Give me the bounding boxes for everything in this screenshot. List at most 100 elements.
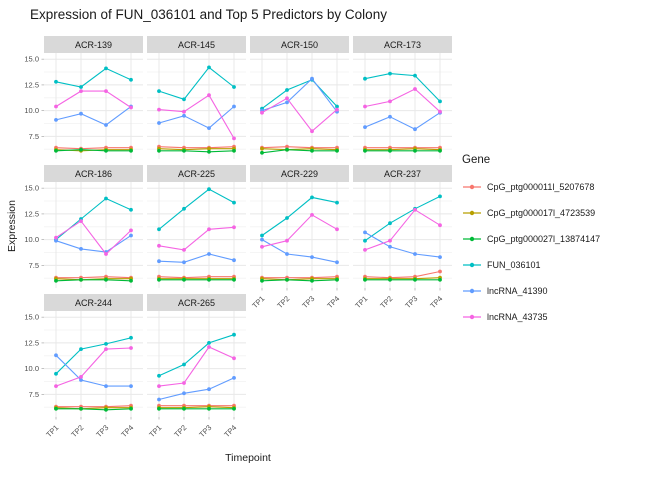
facet-panel: [44, 182, 143, 288]
series-line-lncRNA_43735: [364, 209, 441, 251]
facet-strip: [353, 165, 452, 182]
y-tick-label: 12.5: [24, 338, 39, 347]
data-point: [260, 233, 264, 238]
data-point: [104, 123, 108, 127]
series-line-FUN_036101: [261, 79, 338, 110]
data-point: [207, 341, 211, 345]
facet-title: ACR-145: [178, 40, 215, 50]
data-point: [79, 378, 83, 382]
data-point: [207, 93, 211, 98]
data-point: [79, 247, 83, 251]
series-line-CpG_ptg000011l_5207678: [158, 146, 235, 149]
legend-entry: CpG_ptg000011l_5207678: [462, 174, 667, 200]
series-line-FUN_036101: [261, 196, 338, 236]
data-point: [232, 148, 236, 153]
data-point: [54, 235, 58, 240]
legend-entry-label: CpG_ptg000017l_4723539: [487, 208, 596, 218]
data-point: [335, 104, 339, 109]
series-line-CpG_ptg000011l_5207678: [262, 276, 338, 279]
y-tick-label: 15.0: [24, 55, 39, 64]
data-point: [207, 406, 211, 411]
data-point: [388, 238, 392, 243]
legend-entry: CpG_ptg000027l_13874147: [462, 226, 667, 252]
data-point: [388, 148, 392, 153]
x-tick-label: TP3: [94, 423, 110, 439]
data-point: [182, 148, 186, 153]
facet-title: ACR-229: [281, 169, 318, 179]
legend-entry-label: lncRNA_41390: [487, 286, 548, 296]
series-line-FUN_036101: [364, 195, 441, 242]
data-point: [438, 255, 442, 259]
facet-ACR-244: ACR-244 7.5 10.0 12.5 15.0 TP1 TP2 TP3 TP4: [24, 294, 143, 439]
data-point: [129, 105, 133, 110]
data-point: [182, 109, 186, 114]
data-point: [207, 387, 211, 392]
data-point: [260, 278, 264, 283]
data-point: [285, 216, 289, 220]
data-point: [335, 227, 339, 232]
data-point: [79, 85, 83, 89]
data-point: [157, 406, 161, 411]
series-line-lncRNA_41390: [55, 354, 131, 387]
data-point: [129, 77, 133, 82]
facet-ACR-265: ACR-265 TP1 TP2 TP3 TP4: [147, 294, 246, 439]
data-point: [54, 384, 58, 388]
data-point: [129, 384, 133, 388]
data-point: [79, 89, 83, 93]
legend-title: Gene: [462, 154, 491, 166]
facet-strip: [250, 36, 349, 53]
series-line-CpG_ptg000017l_4723539: [158, 148, 234, 151]
data-point: [438, 277, 442, 282]
data-point: [232, 200, 236, 205]
series-line-CpG_ptg000017l_4723539: [365, 148, 441, 151]
x-tick-label: TP2: [275, 294, 291, 310]
data-point: [157, 227, 161, 232]
data-point: [104, 407, 108, 412]
facet-ACR-237: ACR-237 TP1 TP2 TP3 TP4: [353, 165, 452, 310]
y-tick-label: 10.0: [24, 364, 39, 373]
x-tick-label: TP4: [222, 423, 238, 439]
data-point: [260, 150, 264, 155]
y-tick-label: 12.5: [24, 80, 39, 89]
data-point: [157, 89, 161, 93]
data-point: [438, 99, 442, 104]
data-point: [335, 200, 339, 205]
series-line-lncRNA_43735: [261, 214, 338, 248]
facet-title: ACR-186: [75, 169, 112, 179]
data-point: [207, 65, 211, 70]
data-point: [363, 230, 367, 235]
data-point: [232, 406, 236, 411]
x-tick-label: TP4: [119, 423, 135, 439]
data-point: [285, 147, 289, 152]
series-line-CpG_ptg000011l_5207678: [56, 405, 132, 408]
data-point: [207, 227, 211, 232]
facet-title: ACR-173: [384, 40, 421, 50]
data-point: [232, 258, 236, 263]
legend-entry: lncRNA_41390: [462, 278, 667, 304]
data-point: [335, 148, 339, 153]
data-point: [207, 345, 211, 349]
data-point: [260, 110, 264, 115]
y-tick-label: 7.5: [29, 261, 39, 270]
data-point: [157, 259, 161, 264]
data-point: [182, 381, 186, 385]
series-line-CpG_ptg000017l_4723539: [365, 277, 441, 280]
x-tick-label: TP3: [403, 294, 419, 310]
data-point: [310, 278, 314, 283]
data-point: [79, 111, 83, 116]
facet-strip: [147, 165, 246, 182]
data-point: [157, 121, 161, 125]
facet-ACR-150: ACR-150: [250, 36, 349, 159]
data-point: [413, 73, 417, 78]
data-point: [438, 223, 442, 228]
data-point: [104, 252, 108, 256]
data-point: [310, 129, 314, 134]
data-point: [310, 255, 314, 259]
facet-strip: [353, 36, 452, 53]
series-line-CpG_ptg000017l_4723539: [261, 278, 337, 281]
data-point: [260, 237, 264, 242]
facet-panel: [147, 53, 246, 159]
series-line-CpG_ptg000027l_13874147: [55, 149, 131, 152]
data-point: [129, 335, 133, 340]
data-point: [388, 277, 392, 282]
